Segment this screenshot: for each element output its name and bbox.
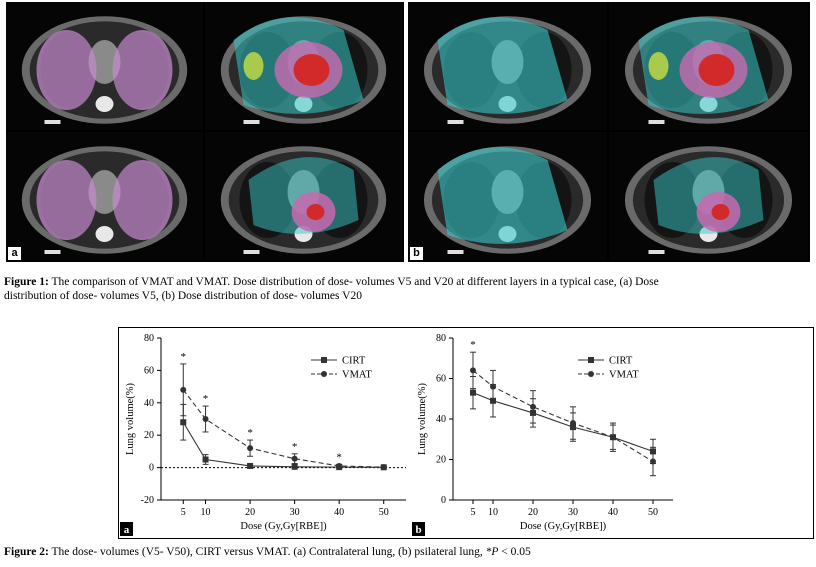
panel-label: a [124,524,130,536]
figure2-caption-label: Figure 2: [4,546,49,558]
significance-mark: * [181,351,187,363]
data-point-vmat [470,367,476,374]
ct-scan-tile [609,2,808,130]
figure2-chart-box: -20 0 20 40 60 80 5 10 20 30 40 50 Dose (Gy,Gy[RBE])… [118,327,814,539]
figure2-caption-text: The dose- volumes (V5- V50), CIRT versus… [48,546,486,558]
y-tick-label: -20 [141,495,154,506]
data-point-cirt [470,389,476,396]
data-point-vmat [202,416,209,422]
data-point-cirt [180,419,187,426]
panel-label: b [415,524,421,536]
panel-label: b [410,247,423,260]
figure1-caption: Figure 1: The comparison of VMAT and VMA… [4,276,659,289]
y-tick-label: 0 [149,463,154,474]
data-point-vmat [530,403,536,410]
data-point-vmat [291,455,298,462]
legend-label-vmat: VMAT [609,370,639,381]
y-tick-label: 0 [441,495,446,506]
figure1-caption-line2: distribution of dose- volumes V5, (b) Do… [4,290,362,303]
x-tick-label: 30 [290,507,300,518]
data-point-cirt [202,456,209,463]
x-tick-label: 5 [471,507,476,518]
panel-label: a [8,247,21,260]
data-point-vmat [336,462,343,469]
figure2-caption: Figure 2: The dose- volumes (V5- V50), C… [4,546,531,559]
ct-scan-tile [205,132,402,260]
data-point-vmat [570,420,576,427]
x-axis-label: Dose (Gy,Gy[RBE]) [240,521,327,532]
figure1-panel-b: b [408,2,810,262]
y-tick-label: 20 [144,430,154,441]
significance-mark: * [247,427,253,439]
x-tick-label: 40 [608,507,618,518]
significance-mark: * [292,441,298,453]
x-axis-label: Dose (Gy,Gy[RBE]) [520,521,607,532]
figure1-caption-line1: The comparison of VMAT and VMAT. Dose di… [48,276,659,288]
series-line-vmat [472,369,654,462]
data-point-vmat [650,458,656,465]
y-tick-label: 60 [144,365,154,376]
data-point-vmat [180,386,187,393]
x-tick-label: 10 [201,507,211,518]
data-point-vmat [610,434,616,441]
y-tick-label: 40 [436,414,446,425]
panel-label-box [120,522,133,536]
x-tick-label: 10 [488,507,498,518]
legend-marker [588,371,594,377]
y-axis-label: Lung volume(%) [417,382,428,455]
legend-marker [321,357,327,363]
legend-label-cirt: CIRT [609,356,633,367]
data-point-cirt [291,463,298,470]
y-tick-label: 40 [144,398,154,409]
significance-mark: * [336,451,342,463]
figure2-caption-p: *P [485,546,499,558]
figure2-caption-tail: < 0.05 [498,546,531,558]
series-line-cirt [182,421,384,468]
ct-scan-tile [6,2,203,130]
data-point-vmat [247,445,254,452]
x-tick-label: 40 [334,507,344,518]
ct-scan-tile [205,2,402,130]
ct-scan-tile [408,132,607,260]
figure1-caption-line2-text: distribution of dose- volumes V5, (b) Do… [4,290,362,302]
figure1-caption-label: Figure 1: [4,276,49,288]
x-tick-label: 20 [245,507,255,518]
ct-scan-tile [6,132,203,260]
y-axis-label: Lung volume(%) [125,382,136,455]
x-tick-label: 5 [181,507,186,518]
figure1-panel-a: a [6,2,404,262]
ct-scan-tile [609,132,808,260]
y-tick-label: 60 [436,374,446,385]
y-tick-label: 80 [144,333,154,344]
data-point-vmat [490,383,496,390]
legend-label-cirt: CIRT [342,356,366,367]
x-tick-label: 30 [568,507,578,518]
y-tick-label: 20 [436,455,446,466]
legend-label-vmat: VMAT [342,370,372,381]
data-point-vmat [380,464,387,471]
ct-scan-tile [408,2,607,130]
legend-marker [321,371,327,377]
significance-mark: * [470,339,476,351]
x-tick-label: 50 [648,507,658,518]
series-line-vmat [182,389,384,468]
x-tick-label: 50 [379,507,389,518]
y-tick-label: 80 [436,333,446,344]
series-line-cirt [472,392,654,452]
x-tick-label: 20 [528,507,538,518]
legend-marker [588,357,594,363]
panel-label-box [412,522,425,536]
significance-mark: * [203,393,209,405]
data-point-cirt [247,462,254,469]
